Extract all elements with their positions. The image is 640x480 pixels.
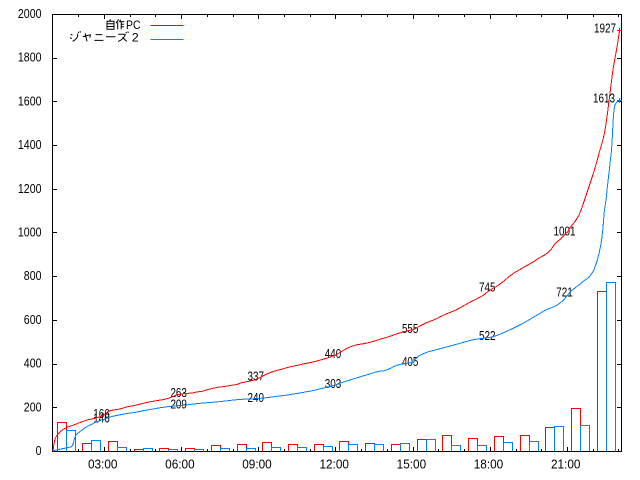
svg-text:12:00: 12:00 xyxy=(319,457,349,472)
svg-text:1800: 1800 xyxy=(18,50,42,65)
svg-text:200: 200 xyxy=(24,399,42,414)
svg-text:555: 555 xyxy=(402,321,419,336)
svg-text:1400: 1400 xyxy=(18,137,42,152)
svg-text:209: 209 xyxy=(170,397,187,412)
svg-text:09:00: 09:00 xyxy=(242,457,272,472)
svg-text:PC: PC xyxy=(126,20,141,32)
svg-text:1001: 1001 xyxy=(554,224,576,239)
svg-text:600: 600 xyxy=(24,312,42,327)
svg-text:745: 745 xyxy=(479,280,496,295)
svg-text:522: 522 xyxy=(479,328,496,343)
svg-text:405: 405 xyxy=(402,354,419,369)
svg-text:1613: 1613 xyxy=(593,91,615,106)
svg-text:721: 721 xyxy=(556,285,573,300)
svg-text:0: 0 xyxy=(36,443,42,458)
svg-text:1200: 1200 xyxy=(18,181,42,196)
svg-text:400: 400 xyxy=(24,356,42,371)
svg-text:2: 2 xyxy=(132,32,139,44)
svg-text:06:00: 06:00 xyxy=(165,457,195,472)
svg-text:18:00: 18:00 xyxy=(474,457,504,472)
svg-text:800: 800 xyxy=(24,268,42,283)
svg-text:15:00: 15:00 xyxy=(397,457,427,472)
svg-text:337: 337 xyxy=(248,369,265,384)
svg-text:1600: 1600 xyxy=(18,93,42,108)
svg-text:240: 240 xyxy=(248,390,265,405)
svg-text:1000: 1000 xyxy=(18,225,42,240)
svg-text:1927: 1927 xyxy=(594,21,616,36)
svg-text:21:00: 21:00 xyxy=(551,457,581,472)
svg-text:03:00: 03:00 xyxy=(88,457,118,472)
svg-text:2000: 2000 xyxy=(18,6,42,21)
